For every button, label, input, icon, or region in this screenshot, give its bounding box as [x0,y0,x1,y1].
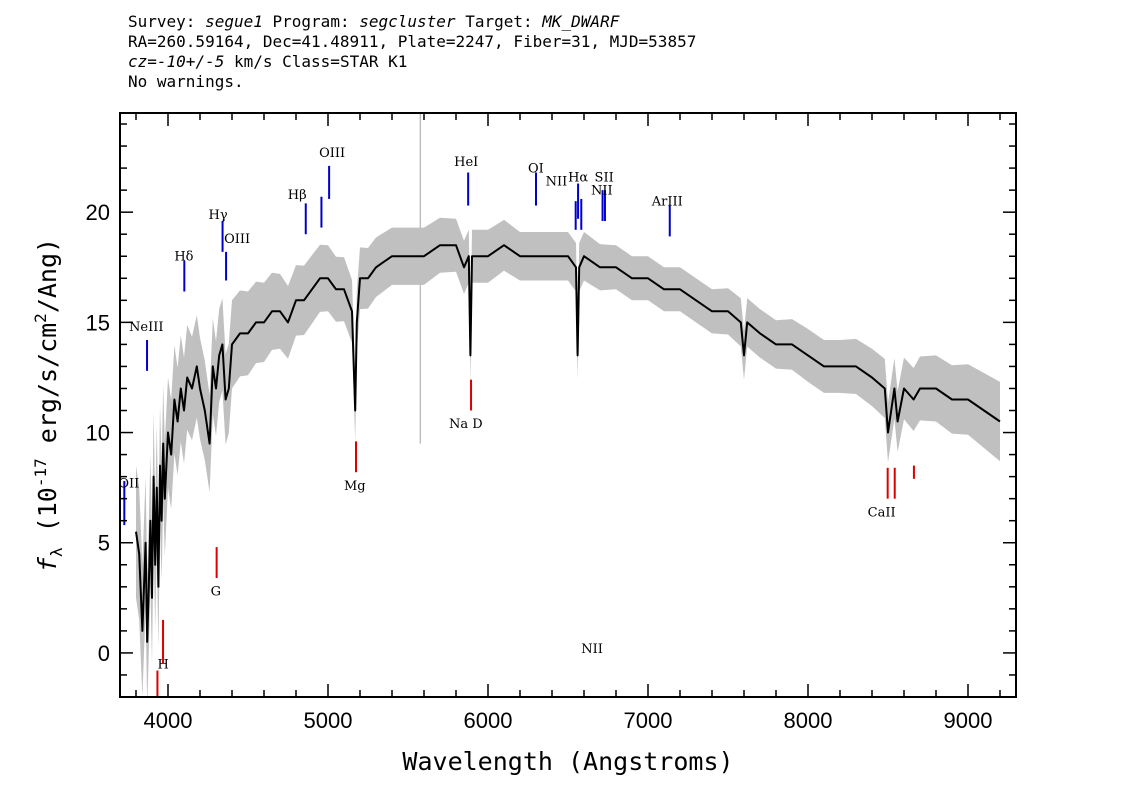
y-axis-title: fλ (10-17 erg/s/cm2/Ang) [31,238,66,572]
survey-value: segue1 [205,12,263,31]
header-line-4: No warnings. [128,72,244,91]
x-tick-label: 6000 [464,708,513,733]
emission-line-label: HeI [454,155,478,170]
emission-line-label: Hβ [288,188,307,203]
axis-ticks: 4000 5000 6000 7000 8000 9000 0 5 10 15 20 [86,113,1016,733]
header-line-1: Survey: segue1 Program: segcluster Targe… [128,12,696,32]
emission-line-label: Hγ [209,208,228,223]
y-tick-label: 5 [98,531,110,556]
header-line-3: cz=-10+/-5 km/s Class=STAR K1 [128,52,696,72]
x-tick-label: 9000 [944,708,993,733]
y-tick-label: 10 [86,421,110,446]
absorption-line-label: H [157,657,168,672]
emission-line-label: NII [581,642,603,657]
y-tick-label: 0 [98,641,110,666]
spectrum-header: Survey: segue1 Program: segcluster Targe… [128,12,696,92]
absorption-line-label: CaII [868,505,896,520]
program-label: Program: [272,12,350,31]
emission-line-label: OIII [319,146,345,161]
emission-line-label: OII [118,477,139,492]
emission-line-label: NeIII [129,320,163,335]
error-band [136,217,1000,697]
y-tick-label: 15 [86,310,110,335]
x-tick-label: 5000 [304,708,353,733]
emission-line-label: Hδ [174,250,193,265]
absorption-line-label: G [211,585,221,600]
y-axis-title-end: /Ang) [33,238,62,313]
emission-line-label: OIII [224,232,250,247]
plot-inner [135,113,1001,697]
y-tick-label: 20 [86,200,110,225]
emission-line-label: ArIII [651,195,683,210]
y-axis-title-main: (10 [33,487,62,547]
header-line-2: RA=260.59164, Dec=41.48911, Plate=2247, … [128,32,697,51]
y-axis-title-f: f [33,556,62,572]
cz-label: cz= [128,52,157,71]
cz-value: -10+/-5 [156,52,225,71]
emission-line-label: OI [528,162,544,177]
y-axis-title-exp2: 2 [31,313,50,323]
y-axis-title-sub: λ [47,547,66,557]
emission-line-label: NII [546,175,568,190]
class-text: km/s Class=STAR K1 [224,52,408,71]
absorption-line-label: Mg [344,479,366,494]
y-axis-title-rest: erg/s/cm [33,323,62,458]
survey-label: Survey: [128,12,196,31]
target-value: MK_DWARF [542,12,620,31]
x-tick-label: 4000 [144,708,193,733]
target-label: Target: [465,12,533,31]
flux-line [135,244,1001,643]
x-axis-title: Wavelength (Angstroms) [402,747,733,776]
y-axis-title-exp: -17 [31,458,50,487]
program-value: segcluster [359,12,456,31]
x-tick-label: 7000 [624,708,673,733]
plot-frame [119,112,1017,698]
emission-line-label: NII [591,184,613,199]
absorption-line-label: Na D [449,417,483,432]
emission-line-label: SII [595,170,614,185]
emission-line-label: Hα [568,170,588,185]
x-tick-label: 8000 [784,708,833,733]
